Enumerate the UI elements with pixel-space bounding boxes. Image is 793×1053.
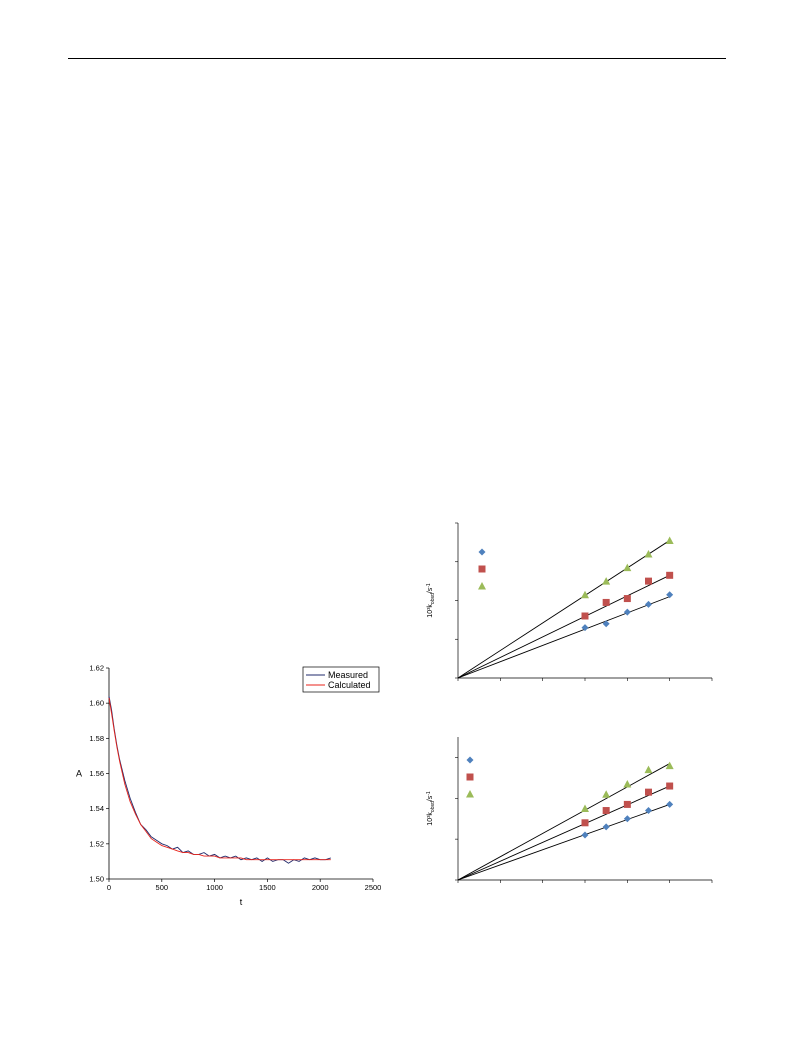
y-axis-title-unit-sup: -1 [426,583,432,588]
square-point [623,595,631,603]
square-point [645,577,652,585]
x-tick-label: 0 [107,883,111,892]
y-tick-label: 1.56 [89,769,104,778]
series-line-measured [108,696,331,864]
x-axis-title: t [240,897,243,907]
y-axis-title-main: 10³k [427,604,434,618]
diamond-point [623,815,631,823]
x-tick-label: 500 [156,883,169,892]
y-tick-label: 1.50 [89,875,104,884]
absorbance-chart: 0 500 1000 1500 2000 2500 1.50 1.52 1.54 1.56 1.58… [76,664,382,908]
triangle-point [623,779,632,788]
diamond-point [581,624,589,632]
fit-line [457,574,670,679]
diamond-point [623,608,631,616]
legend-marker-diamond [466,756,474,764]
y-tick-label: 1.52 [89,839,104,848]
triangle-point [623,563,632,572]
triangle-point [665,761,674,770]
legend-marker-triangle [466,790,474,798]
x-tick-label: 1500 [259,883,276,892]
triangle-point [665,536,674,544]
square-point [602,807,610,815]
legend-label-calculated: Calculated [328,680,371,690]
kobsd-chart-upper: 10³kobsd/s-1 [426,522,713,681]
legend-marker-square [466,773,474,781]
x-tick-label: 2000 [312,883,329,892]
x-tick-label: 2500 [365,883,382,892]
y-tick-label: 1.62 [89,664,104,673]
y-axis-title: A [76,769,82,779]
triangle-point [644,765,653,774]
legend-box [302,666,380,693]
y-axis-title-sub: obsd [430,801,436,812]
y-axis-title-unit: /s [427,795,434,801]
triangle-point [581,804,589,812]
square-point [581,819,589,827]
square-point [645,788,652,796]
y-axis-title-unit: /s [427,587,434,593]
diamond-point [602,620,610,628]
series-line-calculated [108,697,331,861]
diamond-point [602,823,610,831]
square-point [623,800,631,808]
legend-marker-triangle [478,582,486,590]
y-tick-label: 1.60 [89,699,104,708]
fit-line [457,803,670,881]
diamond-point [645,600,652,608]
header-rule [68,58,726,59]
diamond-point [645,807,652,815]
legend-marker-square [478,565,486,573]
y-axis-title: 10³kobsd/s-1 [426,583,436,618]
y-axis-title-unit-sup: -1 [426,791,432,796]
y-axis-title-sub: obsd [430,593,436,604]
square-point [666,571,674,579]
y-axis-title-group: 10³kobsd/s-1 [426,791,436,826]
diamond-point [666,800,674,808]
triangle-point [602,790,611,798]
kobsd-chart-lower: 10³kobsd/s-1 [426,737,713,883]
x-tick-label: 1000 [206,883,223,892]
fit-line [457,785,670,881]
y-tick-label: 1.58 [89,734,104,743]
y-axis-title-group: 10³kobsd/s-1 [426,583,436,618]
y-axis-title: 10³kobsd/s-1 [426,791,436,826]
square-point [581,612,589,620]
fit-line [457,596,670,679]
triangle-point [602,577,611,585]
triangle-point [581,590,589,599]
diamond-point [581,831,589,839]
legend-marker-diamond [478,548,486,556]
fit-line [457,763,670,881]
diamond-point [666,591,674,599]
square-point [602,598,610,606]
fit-line [457,540,670,679]
y-tick-label: 1.54 [89,804,104,813]
legend-label-measured: Measured [328,670,368,680]
y-axis-title-main: 10³k [427,812,434,826]
square-point [666,782,674,790]
triangle-point [644,550,653,558]
